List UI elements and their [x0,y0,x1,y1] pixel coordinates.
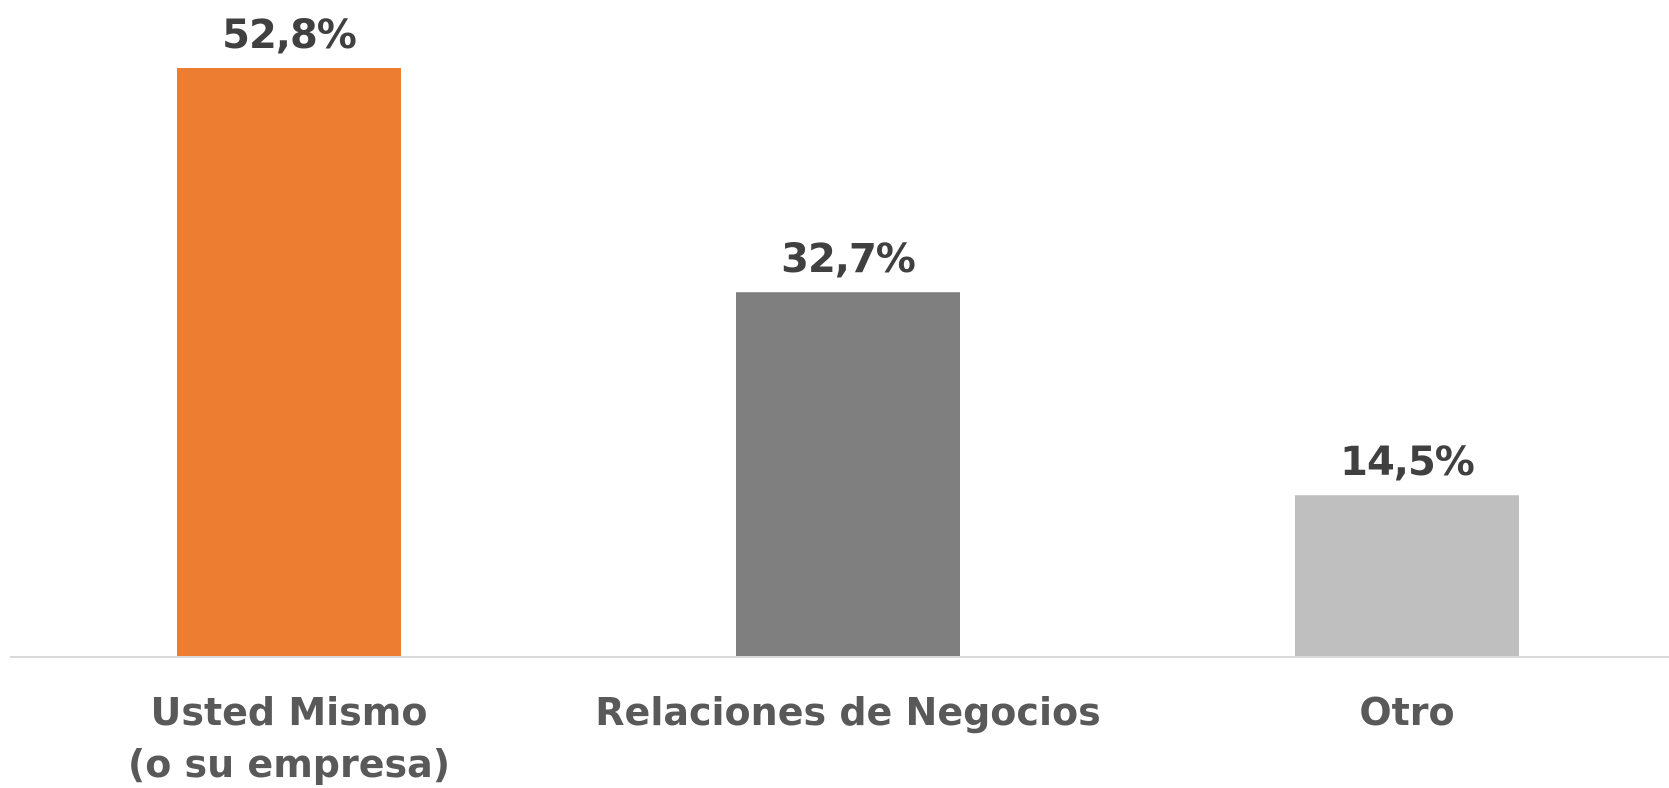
value-labels-group: 52,8% 32,7% 14,5% [222,12,1475,485]
category-label-3: Otro [1359,690,1454,734]
bar-1 [177,68,401,657]
bar-3 [1295,495,1519,657]
value-label-3: 14,5% [1340,439,1474,485]
category-label-2: Relaciones de Negocios [595,690,1100,734]
category-label-1-line-1: Usted Mismo [150,690,427,734]
category-label-1-line-2: (o su empresa) [128,742,450,786]
bar-2 [736,292,960,657]
value-label-2: 32,7% [781,236,915,282]
category-labels-group: Usted Mismo (o su empresa) Relaciones de N… [128,690,1455,786]
value-label-1: 52,8% [222,12,356,58]
bars-group [177,68,1519,657]
